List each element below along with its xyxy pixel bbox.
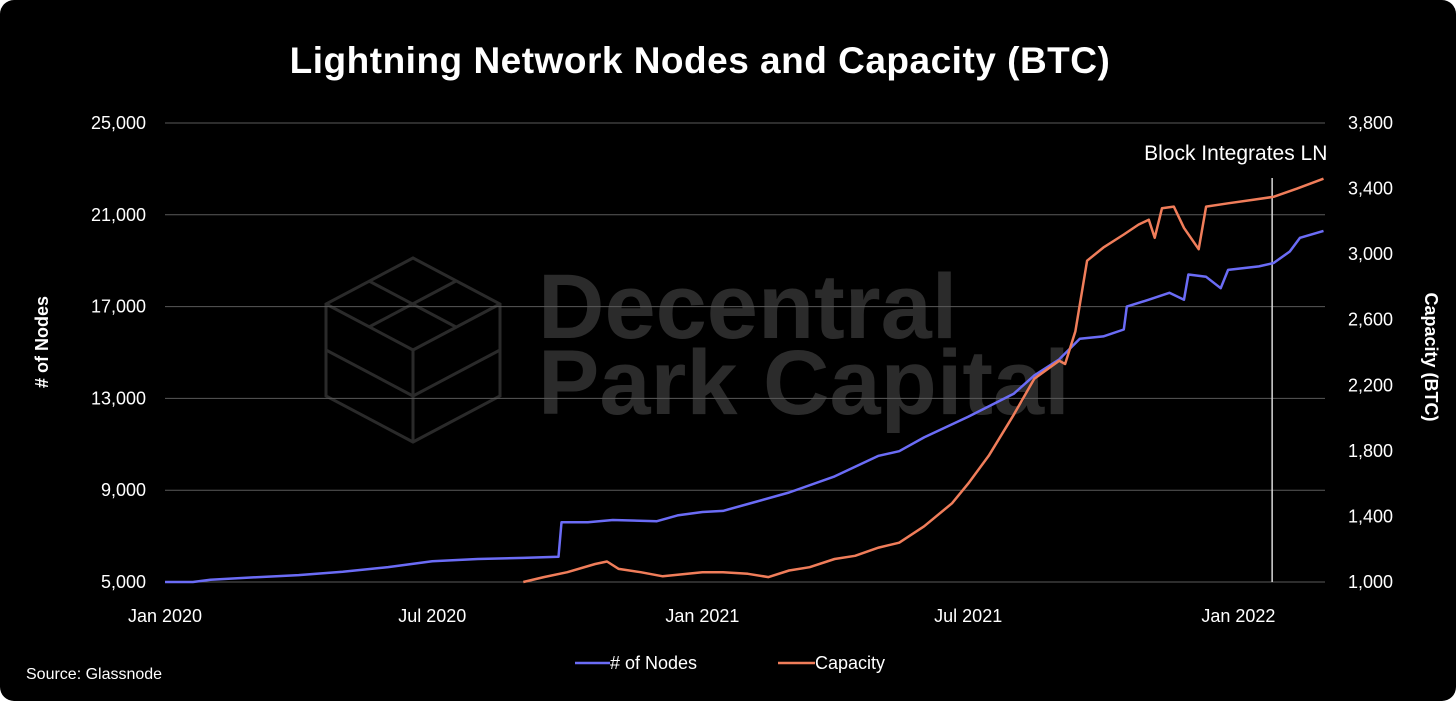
tick-labels: 5,000 9,000 13,000 17,000 21,000 25,000 1,000 1… [91,113,1393,626]
annotation: Block Integrates LN [1144,142,1327,582]
grid-lines [165,122,1325,583]
y-tick-label-2: 13,000 [91,388,146,408]
x-tick-label-0: Jan 2020 [128,606,202,626]
y-tick-label-1: 9,000 [101,480,146,500]
y-tick-label-3: 17,000 [91,297,146,317]
y2-tick-label-1: 1,400 [1348,506,1393,526]
x-tick-label-1: Jul 2020 [398,606,466,626]
y-tick-label-4: 21,000 [91,205,146,225]
watermark-logo-icon [324,256,502,444]
legend-label-capacity: Capacity [815,653,885,673]
y2-tick-label-4: 2,600 [1348,310,1393,330]
y-axis-title: # of Nodes [32,296,52,388]
series-lines [165,177,1324,584]
watermark-line-2: Park Capital [538,332,1070,434]
y2-tick-label-6: 3,400 [1348,179,1393,199]
x-tick-label-2: Jan 2021 [665,606,739,626]
y2-tick-label-0: 1,000 [1348,572,1393,592]
y-tick-label-0: 5,000 [101,572,146,592]
y2-tick-label-7: 3,800 [1348,113,1393,133]
legend: # of Nodes Capacity [575,653,885,673]
x-tick-label-3: Jul 2021 [934,606,1002,626]
y2-axis-title: Capacity (BTC) [1421,292,1441,421]
chart-title: Lightning Network Nodes and Capacity (BT… [289,40,1111,81]
watermark: Decentral Park Capital [324,256,1070,444]
y2-tick-label-5: 3,000 [1348,244,1393,264]
series-line-1 [523,177,1324,584]
legend-label-nodes: # of Nodes [610,653,697,673]
annotation-label: Block Integrates LN [1144,142,1327,165]
x-tick-label-4: Jan 2022 [1201,606,1275,626]
source-note: Source: Glassnode [26,666,163,683]
y2-tick-label-3: 2,200 [1348,375,1393,395]
y-tick-label-5: 25,000 [91,113,146,133]
series-line-0 [165,229,1324,584]
y2-tick-label-2: 1,800 [1348,441,1393,461]
